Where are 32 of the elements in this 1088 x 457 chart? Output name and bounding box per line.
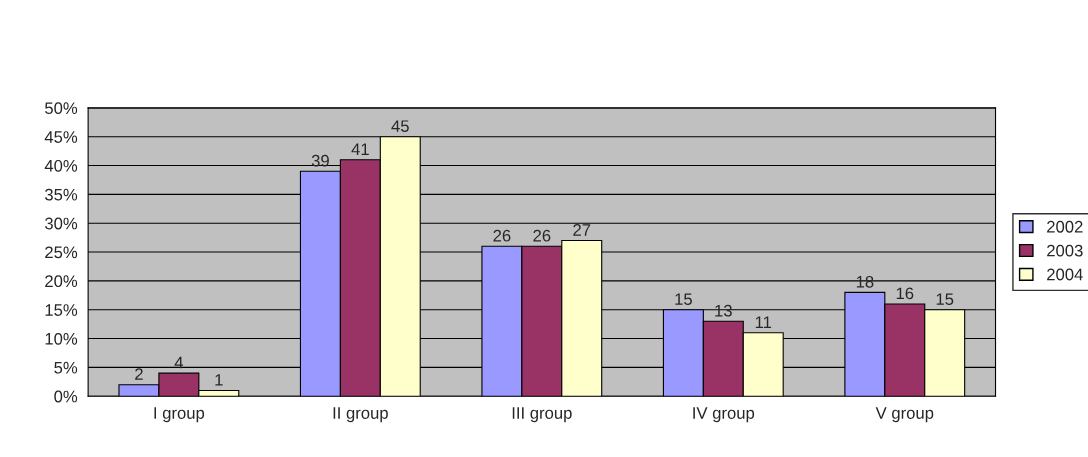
data-label: 2	[135, 368, 143, 380]
x-tick-label: V group	[875, 407, 934, 423]
y-tick-label: 45%	[44, 131, 78, 143]
y-tick-label: 15%	[45, 304, 78, 316]
data-label: 41	[351, 143, 369, 155]
y-tick-label: 20%	[45, 275, 78, 288]
data-label: 26	[493, 229, 511, 242]
data-label: 11	[755, 316, 772, 328]
data-label: 1	[215, 374, 223, 386]
y-tick-label: 50%	[45, 102, 78, 115]
data-label: 45	[391, 120, 409, 133]
y-tick-label: 5%	[54, 361, 78, 374]
data-label: 26	[533, 229, 551, 242]
data-label: 16	[896, 287, 914, 300]
y-tick-label: 40%	[44, 159, 78, 172]
x-tick-label: IV group	[693, 407, 755, 423]
y-tick-label: 30%	[44, 217, 78, 230]
legend-label: 2002	[1047, 220, 1083, 233]
x-tick-label: III group	[512, 407, 572, 423]
y-tick-label: 10%	[45, 332, 78, 345]
y-tick-label: 35%	[44, 188, 78, 201]
data-label: 15	[936, 293, 954, 306]
x-tick-label: I group	[154, 407, 205, 423]
y-tick-label: 25%	[45, 246, 78, 259]
legend-label: 2004	[1047, 268, 1083, 281]
x-tick-label: II group	[333, 407, 388, 423]
data-label: 15	[675, 293, 692, 306]
y-tick-label: 0%	[54, 390, 78, 403]
data-label: 27	[573, 224, 591, 236]
legend-label: 2003	[1047, 244, 1083, 257]
data-label: 4	[174, 356, 184, 369]
data-label: 39	[311, 154, 329, 167]
